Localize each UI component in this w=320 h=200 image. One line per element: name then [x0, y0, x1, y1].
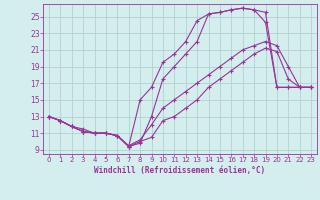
X-axis label: Windchill (Refroidissement éolien,°C): Windchill (Refroidissement éolien,°C): [94, 166, 266, 175]
